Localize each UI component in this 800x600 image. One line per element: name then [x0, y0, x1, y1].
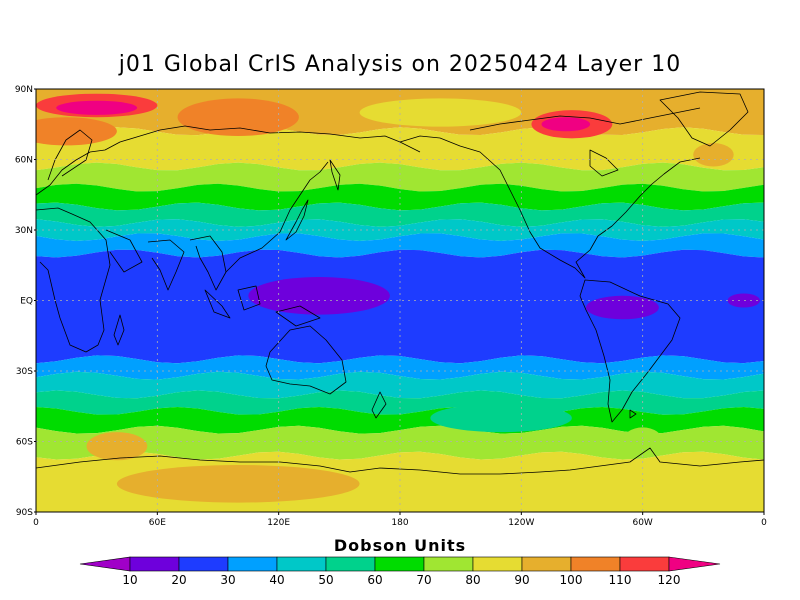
- lat-tick-label: 30S: [16, 367, 33, 377]
- field-feature: [36, 117, 117, 146]
- page-title: j01 Global CrIS Analysis on 20250424 Lay…: [118, 52, 682, 77]
- lat-lon-grid: [36, 89, 764, 512]
- colorbar-swatch: [276, 556, 327, 572]
- colorbar-swatch: [374, 556, 425, 572]
- lon-tick-label: 0: [761, 518, 767, 528]
- field-feature: [177, 98, 299, 136]
- colorbar-swatch: [178, 556, 229, 572]
- coast-europe: [36, 125, 421, 196]
- colorbar-swatch: [570, 556, 621, 572]
- lat-tick-label: EQ: [20, 297, 33, 307]
- colorbar-swatch: [325, 556, 376, 572]
- colorbar-tick-label: 90: [514, 573, 529, 587]
- field-feature: [248, 277, 390, 315]
- colorbar-tick-label: 60: [367, 573, 382, 587]
- longitude-labels: 0 60E 120E 180 120W 60W 0: [33, 512, 767, 528]
- coastlines: [36, 91, 764, 475]
- coast-newzealand: [371, 391, 387, 419]
- coast-antarctica: [36, 447, 764, 475]
- coast-newguinea: [275, 305, 321, 327]
- coast-scandinavia: [47, 129, 93, 181]
- coast-alaska: [399, 135, 521, 211]
- lon-tick-label: 120W: [508, 518, 534, 528]
- coast-madagascar: [113, 314, 125, 346]
- lon-tick-label: 180: [391, 518, 408, 528]
- colorbar-tick-label: 20: [171, 573, 186, 587]
- colorbar-upper-arrow: [668, 556, 721, 572]
- lon-tick-label: 0: [33, 518, 39, 528]
- field-band: [36, 219, 764, 241]
- colorbar-swatch: [472, 556, 523, 572]
- colorbar-tick-label: 10: [122, 573, 137, 587]
- coast-arctic-canada: [469, 107, 701, 131]
- colorbar: [79, 556, 721, 572]
- coast-japan: [285, 199, 309, 241]
- coast-arabia: [105, 229, 143, 273]
- colorbar-tick-label: 50: [318, 573, 333, 587]
- coast-borneo: [237, 285, 261, 311]
- coast-falkland: [629, 409, 637, 419]
- colorbar-tick-label: 100: [560, 573, 583, 587]
- coast-greenland: [659, 91, 749, 147]
- latitude-labels: 90N 60N 30N EQ 30S 60S 90S: [15, 85, 36, 518]
- colorbar-title: Dobson Units: [333, 536, 467, 555]
- colorbar-tick-labels: 10 20 30 40 50 60 70 80 90 100 110 120: [122, 573, 680, 587]
- colorbar-lower-arrow: [79, 556, 131, 572]
- lat-tick-label: 90S: [16, 508, 33, 518]
- coast-australia: [265, 325, 347, 395]
- lat-tick-label: 30N: [15, 226, 33, 236]
- field-feature: [727, 293, 760, 308]
- colorbar-tick-label: 80: [465, 573, 480, 587]
- coast-china: [225, 161, 329, 273]
- colorbar-tick-label: 120: [658, 573, 681, 587]
- colorbar-swatch: [227, 556, 278, 572]
- coast-hudson: [589, 149, 619, 177]
- colorbar-swatch: [423, 556, 474, 572]
- field-feature: [430, 403, 572, 433]
- field-band: [36, 425, 764, 460]
- coast-seasia: [189, 235, 227, 291]
- ozone-field: [36, 89, 764, 512]
- field-feature: [359, 98, 522, 127]
- colorbar-tick-label: 40: [269, 573, 284, 587]
- colorbar-tick-label: 30: [220, 573, 235, 587]
- colorbar-swatch: [619, 556, 670, 572]
- lat-tick-label: 60N: [15, 156, 33, 166]
- coast-africa: [36, 207, 111, 353]
- lat-tick-label: 60S: [16, 438, 33, 448]
- lon-tick-label: 60E: [149, 518, 166, 528]
- field-feature: [693, 143, 734, 167]
- coast-india: [147, 239, 185, 291]
- field-feature: [56, 100, 138, 115]
- colorbar-swatch: [129, 556, 180, 572]
- lon-tick-label: 120E: [267, 518, 290, 528]
- lat-tick-label: 90N: [15, 85, 33, 95]
- colorbar-tick-label: 70: [416, 573, 431, 587]
- lon-tick-label: 60W: [632, 518, 652, 528]
- coast-south-america: [579, 279, 681, 423]
- field-feature: [86, 432, 148, 461]
- coast-north-america: [519, 157, 701, 279]
- field-feature: [541, 117, 591, 132]
- field-feature: [586, 295, 659, 320]
- colorbar-swatch: [521, 556, 572, 572]
- coast-kamchatka: [329, 159, 341, 191]
- field-band: [36, 202, 764, 227]
- field-band: [36, 355, 764, 380]
- field-band: [36, 162, 764, 192]
- field-feature: [116, 465, 360, 503]
- colorbar-tick-label: 110: [609, 573, 632, 587]
